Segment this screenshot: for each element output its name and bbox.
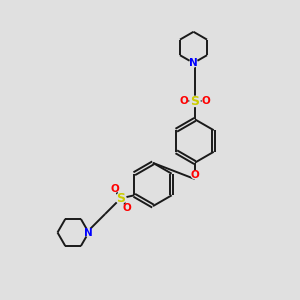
Text: O: O: [202, 96, 211, 106]
Text: O: O: [122, 203, 131, 213]
Text: N: N: [189, 58, 198, 68]
Circle shape: [85, 229, 93, 236]
Text: O: O: [110, 184, 119, 194]
Circle shape: [123, 204, 130, 211]
Circle shape: [116, 193, 126, 203]
Circle shape: [202, 98, 210, 105]
Circle shape: [111, 185, 118, 192]
Text: S: S: [190, 95, 200, 108]
Text: O: O: [190, 170, 200, 180]
Circle shape: [190, 96, 200, 106]
Text: O: O: [179, 96, 188, 106]
Text: N: N: [84, 227, 93, 238]
Circle shape: [180, 98, 188, 105]
Text: S: S: [116, 192, 125, 205]
Circle shape: [190, 59, 197, 67]
Circle shape: [191, 172, 199, 179]
